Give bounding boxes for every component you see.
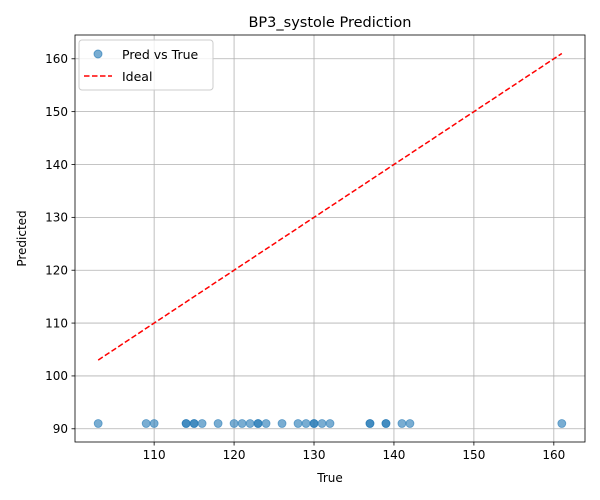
data-point	[197, 419, 207, 428]
legend-marker-pred-vs-true	[93, 49, 103, 59]
legend-box	[78, 39, 214, 91]
data-point	[365, 419, 375, 428]
x-axis-title: True	[316, 471, 343, 485]
data-point	[253, 419, 263, 428]
data-point	[141, 419, 151, 428]
y-tick-label: 110	[45, 316, 68, 330]
y-tick-label: 100	[45, 369, 68, 383]
data-point	[405, 419, 415, 428]
y-tick-label: 90	[53, 422, 68, 436]
x-tick-label: 110	[143, 448, 166, 462]
grid-lines	[75, 35, 585, 442]
data-point	[301, 419, 311, 428]
legend: Pred vs True Ideal	[78, 39, 214, 91]
y-tick-label: 160	[45, 52, 68, 66]
plot-frame	[74, 34, 586, 443]
legend-label-pred-vs-true: Pred vs True	[122, 47, 199, 62]
data-point	[237, 419, 247, 428]
x-tick-label: 120	[223, 448, 246, 462]
x-tick-label: 140	[382, 448, 405, 462]
data-point	[213, 419, 223, 428]
y-axis-title: Predicted	[15, 210, 29, 266]
axis-ticks: 110 120 130 140 150 160 90 100 110 120 130 140 150 16…	[45, 52, 565, 462]
series-layer	[93, 52, 567, 428]
y-tick-label: 120	[45, 264, 68, 278]
x-tick-label: 130	[303, 448, 326, 462]
data-point	[93, 419, 103, 428]
data-point	[277, 419, 287, 428]
data-point	[293, 419, 303, 428]
legend-label-ideal: Ideal	[122, 69, 152, 84]
data-point	[245, 419, 255, 428]
ideal-line	[97, 52, 563, 361]
data-point	[325, 419, 335, 428]
data-point	[557, 419, 567, 428]
data-point	[381, 419, 391, 428]
data-point	[317, 419, 327, 428]
data-point	[309, 419, 319, 428]
y-tick-label: 150	[45, 105, 68, 119]
x-tick-label: 150	[462, 448, 485, 462]
data-point	[397, 419, 407, 428]
y-tick-label: 140	[45, 158, 68, 172]
data-point	[189, 419, 199, 428]
data-point	[181, 419, 191, 428]
data-point	[229, 419, 239, 428]
y-tick-label: 130	[45, 211, 68, 225]
x-tick-label: 160	[542, 448, 565, 462]
data-point	[149, 419, 159, 428]
data-point	[261, 419, 271, 428]
chart-title: BP3_systole Prediction	[248, 15, 411, 31]
